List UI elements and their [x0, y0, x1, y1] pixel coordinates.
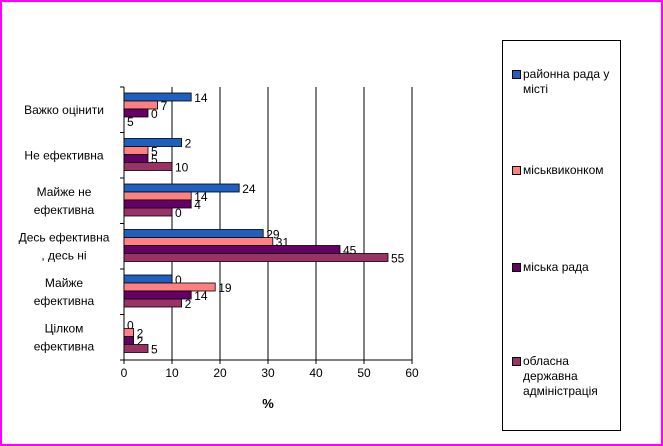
bar	[123, 237, 274, 246]
data-label: 5	[127, 115, 134, 129]
data-label: 7	[161, 99, 168, 113]
x-tick-label: 0	[121, 366, 128, 380]
data-label: 5	[151, 153, 158, 167]
data-label: 24	[242, 182, 256, 196]
data-label: 55	[391, 252, 405, 266]
legend-label-line: міськвиконком	[523, 163, 604, 177]
data-label: 0	[127, 319, 134, 333]
bar	[123, 207, 173, 217]
data-label: 0	[175, 206, 182, 220]
bar	[123, 191, 192, 201]
legend-label-line: державна	[523, 369, 578, 383]
category-label: ефективна	[34, 203, 95, 217]
x-axis-title: %	[262, 396, 274, 411]
bar	[123, 253, 389, 262]
bar	[123, 108, 149, 118]
legend-label: міська рада	[523, 260, 617, 275]
legend-label-line: місті	[523, 82, 549, 96]
x-tick-label: 10	[165, 366, 179, 380]
bar	[123, 245, 341, 254]
legend-swatch	[512, 357, 521, 366]
x-tick-label: 50	[357, 366, 371, 380]
bar	[123, 298, 182, 308]
x-tick-label: 40	[309, 366, 323, 380]
legend-swatch	[512, 166, 521, 175]
data-label: 14	[194, 289, 208, 303]
bar	[123, 154, 149, 163]
bar	[123, 336, 134, 345]
chart-legend: районна рада у місті міськвиконком міська р…	[502, 40, 621, 431]
bar	[123, 229, 264, 238]
data-label: 4	[194, 198, 201, 212]
x-tick-label: 30	[261, 366, 275, 380]
bar	[123, 328, 134, 337]
bar	[123, 290, 192, 300]
data-label: 19	[218, 281, 232, 295]
data-label: 2	[185, 137, 192, 151]
data-label: 2	[185, 297, 192, 311]
legend-label-line: адміністрація	[523, 384, 598, 398]
bar	[123, 274, 173, 284]
bar	[123, 146, 149, 155]
legend-label-line: районна рада у	[523, 67, 610, 81]
category-label: Не ефективна	[24, 148, 103, 162]
category-label: ефективна	[34, 294, 95, 308]
bar	[123, 92, 192, 102]
data-label: 0	[151, 107, 158, 121]
legend-label-line: обласна	[523, 354, 569, 368]
category-label: Цілком	[45, 321, 84, 335]
legend-label: обласна державна адміністрація	[523, 354, 617, 399]
legend-swatch	[512, 70, 521, 79]
data-label: 14	[194, 91, 208, 105]
category-label: Важко оцінити	[24, 103, 104, 117]
data-label: 5	[151, 343, 158, 357]
bar	[123, 138, 182, 147]
bar	[123, 162, 173, 171]
category-label: ефективна	[34, 339, 95, 353]
category-label: Десь ефективна	[19, 230, 110, 244]
category-label: , десь ні	[41, 248, 86, 262]
data-label: 5	[151, 145, 158, 159]
x-tick-label: 60	[405, 366, 419, 380]
data-label: 2	[137, 335, 144, 349]
category-label: Майже не	[37, 185, 92, 199]
data-label: 0	[175, 273, 182, 287]
bar	[123, 183, 240, 193]
data-label: 10	[175, 161, 189, 175]
data-label: 14	[194, 190, 208, 204]
legend-label: районна рада у місті	[523, 67, 617, 97]
legend-label-line: міська рада	[523, 260, 589, 274]
legend-swatch	[512, 263, 521, 272]
data-label: 2	[137, 327, 144, 341]
category-label: Майже	[45, 276, 84, 290]
bar	[123, 344, 149, 353]
x-tick-label: 20	[213, 366, 227, 380]
legend-label: міськвиконком	[523, 163, 617, 178]
